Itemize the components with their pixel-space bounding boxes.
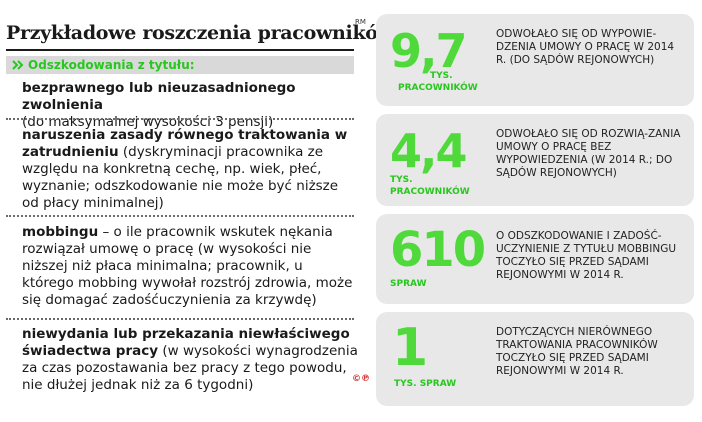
claim-title: bezprawnego lub nieuzasadnionego zwolnie… [22, 80, 296, 113]
stat-description: O ODSZKODOWANIE I ZADOŚĆ-UCZYNIENIE Z TY… [496, 230, 677, 281]
stat-card: 610 SPRAW O ODSZKODOWANIE I ZADOŚĆ-UCZYN… [376, 214, 694, 304]
claim-title: niewydania lub przekazania niewłaściwego… [22, 326, 350, 359]
claim-detail: – o ile pracownik wskutek nękania rozwią… [22, 224, 353, 308]
stat-unit: TYS. [390, 175, 413, 185]
subhead-label: Odszkodowania z tytułu: [28, 58, 195, 72]
copyright-mark: ©℗ [352, 374, 370, 384]
subhead-bar: Odszkodowania z tytułu: [6, 56, 354, 74]
claim-item: niewydania lub przekazania niewłaściwego… [22, 326, 358, 394]
stat-card: 1 TYS. SPRAW DOTYCZĄCYCH NIERÓWNEGO TRAK… [376, 312, 694, 406]
stat-description: ODWOŁAŁO SIĘ OD WYPOWIE-DZENIA UMOWY O P… [496, 28, 675, 66]
stat-unit: TYS. [430, 71, 453, 81]
dotted-divider [6, 215, 354, 217]
stat-value: 610 [390, 222, 486, 278]
claim-item: naruszenia zasady równego traktowania w … [22, 127, 358, 212]
title-divider [6, 49, 354, 51]
stat-unit: PRACOWNIKÓW [390, 187, 470, 197]
stat-value: 1 [392, 318, 428, 378]
stat-card: 4,4 TYS. PRACOWNIKÓW ODWOŁAŁO SIĘ OD ROZ… [376, 114, 694, 206]
stat-unit: TYS. SPRAW [394, 379, 457, 389]
page-title: Przykładowe roszczenia pracowników [6, 22, 394, 44]
stat-value: 4,4 [390, 124, 467, 178]
rm-label: RM [355, 18, 366, 26]
stat-description: ODWOŁAŁO SIĘ OD ROZWIĄ-ZANIA UMOWY O PRA… [496, 128, 681, 179]
dotted-divider [6, 118, 354, 120]
chevron-right-icon [12, 60, 24, 70]
stat-card: 9,7 TYS. PRACOWNIKÓW ODWOŁAŁO SIĘ OD WYP… [376, 14, 694, 106]
claim-title: mobbingu [22, 224, 99, 240]
dotted-divider [6, 318, 354, 320]
claim-title: naruszenia zasady równego traktowania w … [22, 127, 348, 160]
stat-unit: SPRAW [390, 279, 427, 289]
stat-unit: PRACOWNIKÓW [398, 83, 478, 93]
claim-item: bezprawnego lub nieuzasadnionego zwolnie… [22, 80, 358, 131]
stat-description: DOTYCZĄCYCH NIERÓWNEGO TRAKTOWANIA PRACO… [496, 326, 658, 377]
stat-value: 9,7 [390, 24, 467, 78]
claim-item: mobbingu – o ile pracownik wskutek nękan… [22, 224, 358, 309]
claim-detail: (dyskryminacji pracownika ze względu na … [22, 144, 339, 211]
claim-detail: (w wysokości wynagrodzenia za czas pozos… [22, 343, 358, 393]
